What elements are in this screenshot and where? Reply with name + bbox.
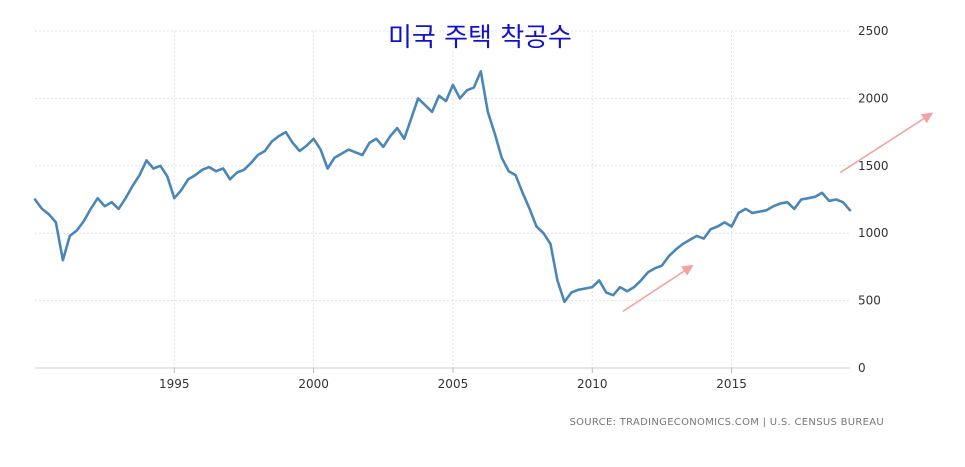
series-layer xyxy=(33,70,852,304)
trend-arrow-1 xyxy=(622,264,694,313)
source-note: SOURCE: TRADINGECONOMICS.COM | U.S. CENS… xyxy=(569,417,884,428)
trend-arrows xyxy=(622,112,934,313)
trend-arrow-2 xyxy=(839,112,934,174)
x-tick-label-1995: 1995 xyxy=(159,377,190,391)
axes: 0 500 1000 1500 2000 2500 1995 2000 2005 2010 2015 xyxy=(35,24,889,391)
y-tick-label-1000: 1000 xyxy=(858,226,889,240)
chart-title: 미국 주택 착공수 xyxy=(388,23,572,53)
grid-lines xyxy=(35,30,850,369)
y-tick-label-1500: 1500 xyxy=(858,159,889,173)
series-line-housing-starts xyxy=(33,70,852,304)
x-tick-label-2015: 2015 xyxy=(716,377,747,391)
y-tick-label-2000: 2000 xyxy=(858,91,889,105)
x-tick-label-2005: 2005 xyxy=(438,377,469,391)
y-tick-label-0: 0 xyxy=(858,361,866,375)
x-tick-label-2000: 2000 xyxy=(298,377,329,391)
x-tick-label-2010: 2010 xyxy=(577,377,608,391)
y-tick-label-2500: 2500 xyxy=(858,24,889,38)
y-tick-label-500: 500 xyxy=(858,294,881,308)
